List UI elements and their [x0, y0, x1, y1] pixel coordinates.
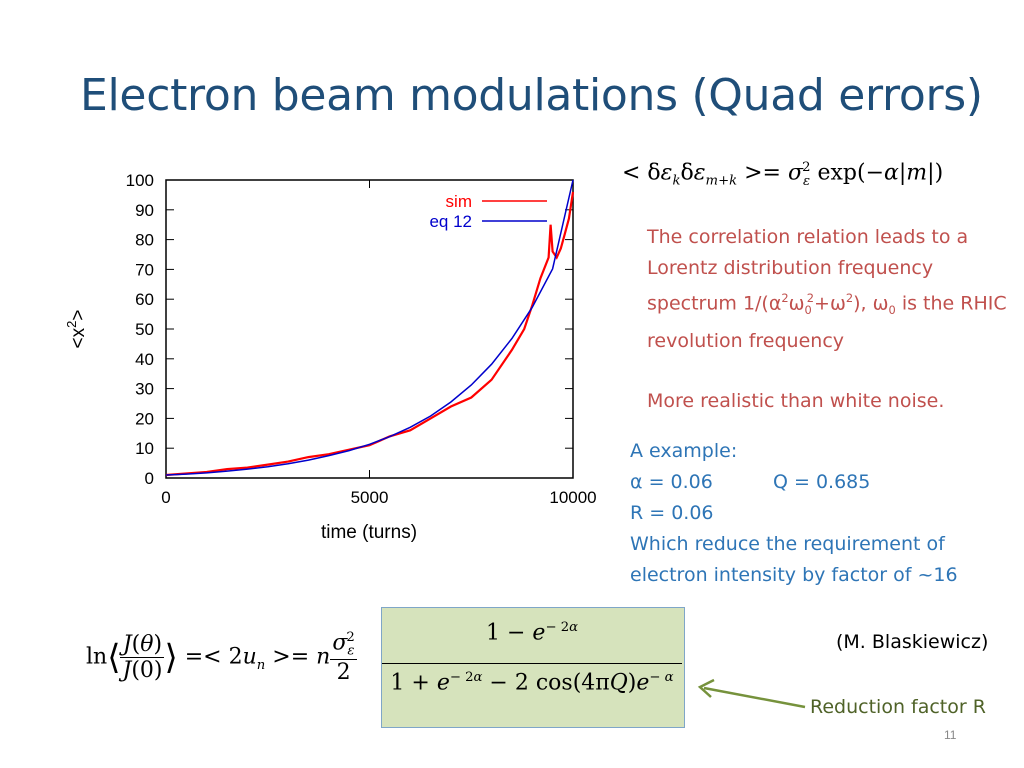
- y-tick-label: 0: [145, 469, 154, 488]
- x-tick-label: 5000: [351, 488, 389, 507]
- y-tick-label: 30: [135, 380, 154, 399]
- attribution: (M. Blaskiewicz): [836, 631, 989, 653]
- y-tick-label: 70: [135, 260, 154, 279]
- y-tick-label: 60: [135, 290, 154, 309]
- correlation-equation: < δεkδεm+k >= σε2 exp(−α|m|): [622, 160, 944, 189]
- y-tick-label: 10: [135, 439, 154, 458]
- slide-title: Electron beam modulations (Quad errors): [80, 70, 983, 121]
- svg-text:<x2>: <x2>: [64, 310, 89, 349]
- legend-label-sim: sim: [446, 192, 472, 211]
- y-tick-label: 50: [135, 320, 154, 339]
- example-conclusion: Which reduce the requirement of electron…: [630, 533, 958, 586]
- chart: 0 10 20 30 40 50 60 70 80 90 100 0 5000 10000 sim eq…: [64, 171, 597, 543]
- x-tick-label: 10000: [549, 488, 596, 507]
- realism-note: More realistic than white noise.: [647, 390, 945, 413]
- x-axis-label: time (turns): [321, 522, 417, 543]
- y-tick-label: 100: [126, 171, 154, 190]
- y-tick-label: 90: [135, 201, 154, 220]
- example-heading: A example:: [630, 440, 738, 462]
- page-number: 11: [944, 728, 957, 742]
- y-axis-label: <x2>: [64, 310, 89, 349]
- y-tick-label: 80: [135, 231, 154, 250]
- example-block: A example: α = 0.06 Q = 0.685 R = 0.06 Wh…: [630, 436, 1010, 591]
- x-tick-label: 0: [161, 488, 170, 507]
- example-alpha-q: α = 0.06 Q = 0.685: [630, 471, 871, 493]
- spectrum-text: The correlation relation leads to a Lore…: [647, 226, 1007, 352]
- x-ticks: 0 5000 10000: [161, 180, 597, 507]
- y-ticks: 0 10 20 30 40 50 60 70 80 90 100: [126, 171, 573, 488]
- legend-label-eq12: eq 12: [429, 212, 472, 231]
- reduction-factor-highlight: [381, 607, 685, 728]
- y-tick-label: 20: [135, 409, 154, 428]
- correlation-description: The correlation relation leads to a Lore…: [647, 222, 1007, 417]
- y-tick-label: 40: [135, 350, 154, 369]
- example-r: R = 0.06: [630, 502, 714, 524]
- arrow-icon: [697, 678, 806, 709]
- reduction-factor-label: Reduction factor R: [810, 696, 986, 718]
- series-line-sim: [165, 191, 575, 477]
- series-line-eq12: [165, 179, 574, 476]
- plot-frame: [165, 179, 574, 479]
- legend: sim eq 12: [429, 192, 547, 231]
